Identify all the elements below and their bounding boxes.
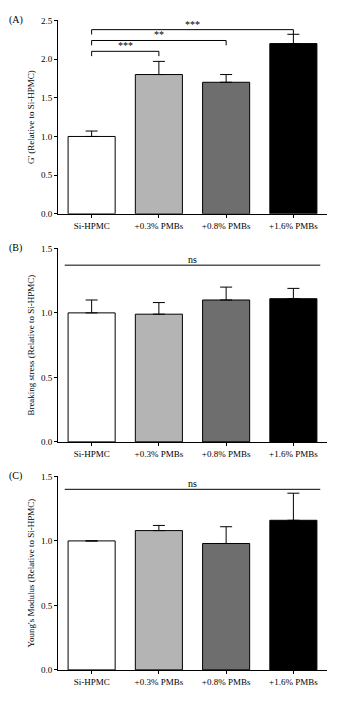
svg-text:***: *** <box>185 19 200 30</box>
svg-text:0.5: 0.5 <box>41 170 53 180</box>
svg-text:Si-HPMC: Si-HPMC <box>74 677 110 687</box>
svg-text:(A): (A) <box>9 14 23 26</box>
svg-text:1.5: 1.5 <box>41 93 53 103</box>
svg-text:+0.3% PMBs: +0.3% PMBs <box>135 221 184 231</box>
svg-text:+1.6% PMBs: +1.6% PMBs <box>269 449 318 459</box>
svg-text:0.0: 0.0 <box>41 665 53 675</box>
svg-text:0.0: 0.0 <box>41 437 53 447</box>
svg-text:0.5: 0.5 <box>41 601 53 611</box>
svg-text:G' (Relative to Si-HPMC): G' (Relative to Si-HPMC) <box>26 70 36 164</box>
svg-text:1.0: 1.0 <box>41 536 53 546</box>
svg-text:+0.8% PMBs: +0.8% PMBs <box>202 221 251 231</box>
svg-text:Si-HPMC: Si-HPMC <box>74 221 110 231</box>
svg-text:(C): (C) <box>9 470 22 482</box>
svg-text:0.5: 0.5 <box>41 373 53 383</box>
svg-text:+1.6% PMBs: +1.6% PMBs <box>269 221 318 231</box>
svg-text:1.0: 1.0 <box>41 132 53 142</box>
svg-text:+0.8% PMBs: +0.8% PMBs <box>202 449 251 459</box>
svg-text:2.0: 2.0 <box>41 54 53 64</box>
svg-text:***: *** <box>118 40 133 51</box>
svg-text:Young's Modulus (Relative to S: Young's Modulus (Relative to Si-HPMC) <box>26 499 36 648</box>
svg-text:1.0: 1.0 <box>41 308 53 318</box>
svg-text:**: ** <box>154 29 164 40</box>
svg-text:+0.8% PMBs: +0.8% PMBs <box>202 677 251 687</box>
svg-text:2.5: 2.5 <box>41 16 53 26</box>
svg-text:ns: ns <box>188 254 197 265</box>
svg-text:+1.6% PMBs: +1.6% PMBs <box>269 677 318 687</box>
svg-text:+0.3% PMBs: +0.3% PMBs <box>135 449 184 459</box>
svg-text:1.5: 1.5 <box>41 472 53 482</box>
svg-text:(B): (B) <box>9 242 22 254</box>
svg-text:0.0: 0.0 <box>41 209 53 219</box>
svg-text:Breaking stress (Relative to S: Breaking stress (Relative to Si-HPMC) <box>26 275 36 416</box>
svg-text:1.5: 1.5 <box>41 244 53 254</box>
svg-text:ns: ns <box>188 478 197 489</box>
svg-text:+0.3% PMBs: +0.3% PMBs <box>135 677 184 687</box>
svg-text:Si-HPMC: Si-HPMC <box>74 449 110 459</box>
